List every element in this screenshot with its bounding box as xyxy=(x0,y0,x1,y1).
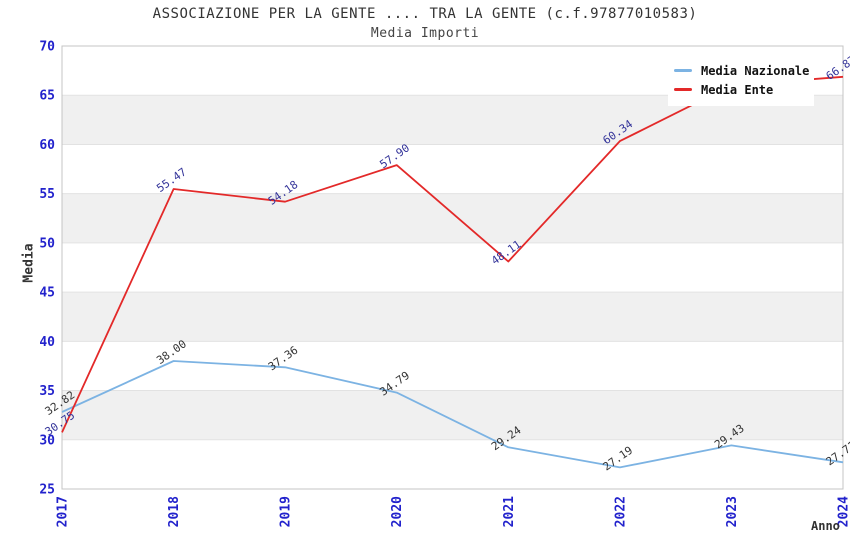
x-tick-label-2024: 2024 xyxy=(837,496,850,527)
chart-subtitle: Media Importi xyxy=(370,26,480,41)
legend: Media Nazionale Media Ente xyxy=(668,56,814,106)
y-tick-label-25: 25 xyxy=(39,483,55,498)
point-label-2024-media-nazionale: 27.71 xyxy=(824,439,850,469)
grid-band xyxy=(62,390,843,440)
y-tick-label-40: 40 xyxy=(39,335,55,350)
x-tick-label-2020: 2020 xyxy=(390,496,405,527)
y-tick-label-70: 70 xyxy=(39,40,55,55)
y-tick-label-50: 50 xyxy=(39,236,55,251)
y-tick-label-55: 55 xyxy=(39,187,55,202)
legend-item-media-ente: Media Ente xyxy=(674,80,814,99)
chart-title: ASSOCIAZIONE PER LA GENTE .... TRA LA GE… xyxy=(152,6,698,22)
legend-swatch-media-nazionale xyxy=(674,69,692,72)
x-tick-label-2017: 2017 xyxy=(56,496,71,527)
legend-label-media-ente: Media Ente xyxy=(701,82,774,97)
point-label-2024-media-ente: 66.87 xyxy=(824,53,850,83)
plot-border xyxy=(61,45,844,490)
y-tick-label-60: 60 xyxy=(39,138,55,153)
y-tick-label-45: 45 xyxy=(39,286,55,301)
grid-band xyxy=(62,292,843,342)
legend-item-media-nazionale: Media Nazionale xyxy=(674,61,814,80)
y-axis-title: Media xyxy=(21,243,37,283)
series-line-media-nazionale xyxy=(61,360,844,469)
point-label-2022-media-nazionale: 27.19 xyxy=(601,444,636,474)
y-tick-label-65: 65 xyxy=(39,89,55,104)
x-tick-label-2021: 2021 xyxy=(502,496,517,527)
legend-label-media-nazionale: Media Nazionale xyxy=(701,63,810,78)
y-tick-label-35: 35 xyxy=(39,384,55,399)
grid-band xyxy=(62,193,843,243)
x-tick-label-2022: 2022 xyxy=(613,496,628,527)
x-tick-label-2019: 2019 xyxy=(279,496,294,527)
x-tick-label-2018: 2018 xyxy=(167,496,182,527)
y-tick-label-30: 30 xyxy=(39,433,55,448)
legend-swatch-media-ente xyxy=(674,88,692,91)
x-tick-label-2023: 2023 xyxy=(725,496,740,527)
x-axis-title: Anno xyxy=(811,519,840,533)
